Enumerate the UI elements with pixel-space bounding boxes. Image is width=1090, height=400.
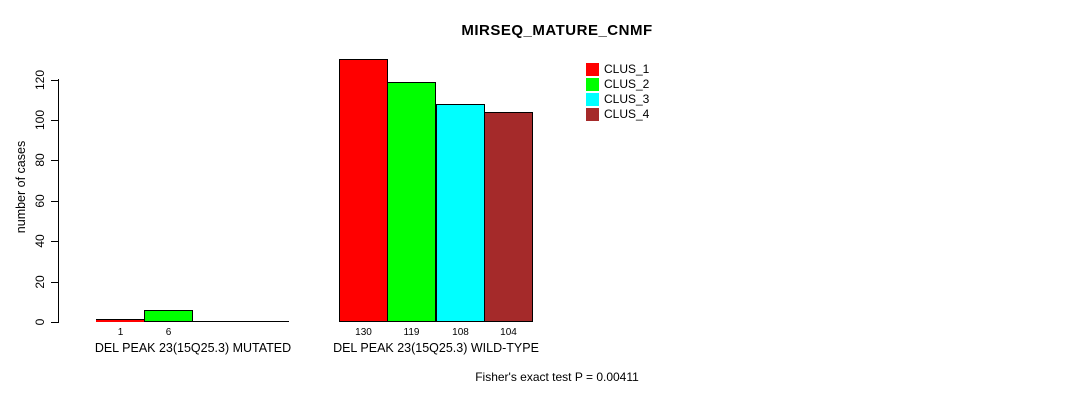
y-tick-mark — [51, 322, 58, 323]
y-tick-label: 100 — [33, 109, 47, 131]
bar-value-label: 108 — [452, 327, 469, 338]
y-tick-mark — [51, 120, 58, 121]
y-axis-title: number of cases — [14, 140, 28, 234]
legend-row: CLUS_1 — [586, 62, 649, 77]
bar-value-label: 104 — [500, 327, 517, 338]
bar-clus_2 — [144, 310, 193, 322]
y-tick-mark — [51, 241, 58, 242]
y-tick-label: 120 — [33, 69, 47, 91]
y-tick-label: 60 — [33, 194, 47, 208]
y-tick-mark — [51, 201, 58, 202]
y-tick-label: 20 — [33, 275, 47, 289]
legend-label: CLUS_4 — [604, 107, 650, 121]
y-tick-label: 80 — [33, 153, 47, 167]
legend-label: CLUS_1 — [604, 62, 650, 76]
y-tick-label: 40 — [33, 234, 47, 248]
legend-swatch-icon — [586, 108, 599, 121]
legend-row: CLUS_2 — [586, 77, 649, 92]
bar-value-label: 1 — [117, 327, 124, 338]
legend-swatch-icon — [586, 93, 599, 106]
x-category-label: DEL PEAK 23(15Q25.3) MUTATED — [94, 341, 292, 355]
y-tick-mark — [51, 80, 58, 81]
chart-title: MIRSEQ_MATURE_CNMF — [461, 22, 653, 39]
legend-label: CLUS_2 — [604, 77, 650, 91]
y-tick-mark — [51, 160, 58, 161]
y-tick-mark — [51, 282, 58, 283]
bar-clus_1 — [96, 319, 145, 322]
legend-row: CLUS_4 — [586, 107, 649, 122]
legend-swatch-icon — [586, 78, 599, 91]
annotation-text: Fisher's exact test P = 0.00411 — [475, 370, 639, 384]
legend-swatch-icon — [586, 63, 599, 76]
bar-clus_3 — [436, 104, 485, 322]
bar-clus_1 — [339, 59, 388, 322]
y-axis-line — [58, 79, 59, 323]
bar-value-label: 130 — [355, 327, 372, 338]
legend: CLUS_1 CLUS_2 CLUS_3 CLUS_4 — [586, 62, 649, 122]
legend-label: CLUS_3 — [604, 92, 650, 106]
bar-value-label: 119 — [403, 327, 420, 338]
y-tick-label: 0 — [33, 318, 47, 326]
legend-row: CLUS_3 — [586, 92, 649, 107]
x-category-label: DEL PEAK 23(15Q25.3) WILD-TYPE — [333, 341, 539, 355]
bar-value-label: 6 — [165, 327, 172, 338]
bar-clus_2 — [387, 82, 436, 322]
bar-clus_4 — [484, 112, 533, 322]
